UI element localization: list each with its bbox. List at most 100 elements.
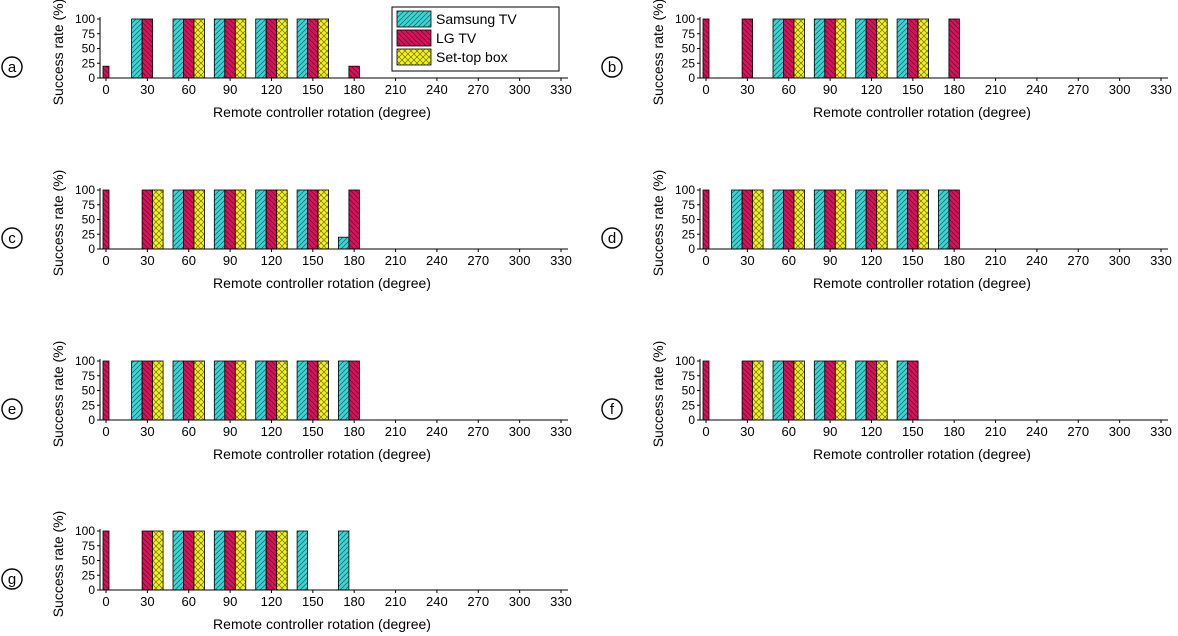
x-tick-label-330: 330 <box>550 424 572 439</box>
x-tick-label-180: 180 <box>943 82 965 97</box>
x-tick-label-30: 30 <box>140 253 154 268</box>
x-tick-label-180: 180 <box>943 253 965 268</box>
x-axis-title: Remote controller rotation (degree) <box>813 104 1031 120</box>
x-axis-title: Remote controller rotation (degree) <box>213 616 431 632</box>
bar-settop-150 <box>917 18 929 79</box>
x-tick-label-0: 0 <box>102 253 109 268</box>
bar-settop-30 <box>152 530 164 591</box>
y-tick-label-100: 100 <box>75 12 95 26</box>
x-tick-label-150: 150 <box>902 82 924 97</box>
bar-samsung-120 <box>855 189 867 250</box>
bar-samsung-120 <box>855 360 867 421</box>
x-tick-label-270: 270 <box>467 594 489 609</box>
y-axis-title: Success rate (%) <box>50 341 66 448</box>
x-tick-label-330: 330 <box>1150 424 1172 439</box>
bar-settop-90 <box>234 18 247 79</box>
bar-settop-60 <box>793 18 805 79</box>
x-tick-label-240: 240 <box>426 424 448 439</box>
x-tick-label-120: 120 <box>261 424 283 439</box>
y-tick-label-0: 0 <box>688 413 695 427</box>
x-tick-label-0: 0 <box>702 82 709 97</box>
bar-lg-150 <box>307 18 319 79</box>
bar-samsung-60 <box>772 360 784 421</box>
panel-marker-label: f <box>610 401 615 418</box>
x-tick-label-270: 270 <box>467 424 489 439</box>
bar-samsung-90 <box>813 18 826 79</box>
bar-samsung-180 <box>938 189 950 250</box>
bar-settop-150 <box>917 189 929 250</box>
bar-settop-60 <box>793 360 805 421</box>
bar-lg-120 <box>265 189 278 250</box>
bar-settop-60 <box>193 18 205 79</box>
panel-marker-label: e <box>8 401 16 418</box>
bar-settop-150 <box>317 189 330 250</box>
bar-lg-0 <box>102 65 110 79</box>
x-tick-label-180: 180 <box>343 253 365 268</box>
y-tick-label-0: 0 <box>688 71 695 85</box>
x-tick-label-210: 210 <box>385 253 407 268</box>
bar-samsung-90 <box>213 360 226 421</box>
x-tick-label-180: 180 <box>943 424 965 439</box>
x-tick-label-270: 270 <box>1067 424 1089 439</box>
x-tick-label-0: 0 <box>102 594 109 609</box>
x-tick-label-150: 150 <box>302 253 324 268</box>
panel-marker-circle <box>601 56 623 78</box>
bar-lg-90 <box>224 18 236 79</box>
y-tick-label-75: 75 <box>82 198 96 212</box>
x-tick-label-300: 300 <box>1109 82 1131 97</box>
bar-lg-60 <box>183 360 195 421</box>
x-tick-label-90: 90 <box>223 424 237 439</box>
bar-samsung-180 <box>337 360 350 421</box>
bar-samsung-120 <box>855 18 867 79</box>
y-tick-label-75: 75 <box>682 369 696 383</box>
x-tick-label-90: 90 <box>823 253 837 268</box>
y-tick-label-50: 50 <box>682 213 696 227</box>
bar-samsung-30 <box>131 18 143 79</box>
bar-settop-150 <box>317 18 330 79</box>
y-tick-label-25: 25 <box>682 56 696 70</box>
x-tick-label-120: 120 <box>261 594 283 609</box>
x-tick-label-210: 210 <box>385 424 407 439</box>
x-tick-label-30: 30 <box>140 424 154 439</box>
bar-settop-30 <box>752 360 764 421</box>
x-tick-label-210: 210 <box>985 424 1007 439</box>
x-tick-label-0: 0 <box>702 424 709 439</box>
bar-samsung-150 <box>896 189 908 250</box>
panel-marker-label: c <box>8 230 16 247</box>
bar-lg-30 <box>141 18 154 79</box>
x-tick-label-90: 90 <box>823 82 837 97</box>
bar-samsung-150 <box>296 18 309 79</box>
bar-settop-120 <box>276 360 288 421</box>
bar-settop-90 <box>234 189 247 250</box>
x-tick-label-150: 150 <box>902 253 924 268</box>
bar-settop-90 <box>834 189 847 250</box>
y-tick-label-25: 25 <box>682 398 696 412</box>
bar-samsung-60 <box>172 360 184 421</box>
y-tick-label-25: 25 <box>82 227 96 241</box>
bar-lg-30 <box>741 18 753 79</box>
x-axis-title: Remote controller rotation (degree) <box>213 275 431 291</box>
bar-lg-120 <box>865 189 878 250</box>
bar-lg-90 <box>824 360 836 421</box>
x-tick-label-300: 300 <box>1109 424 1131 439</box>
x-tick-label-120: 120 <box>861 253 883 268</box>
bar-settop-120 <box>876 360 888 421</box>
bar-samsung-60 <box>772 189 784 250</box>
bar-lg-180 <box>948 18 960 79</box>
bar-lg-180 <box>348 65 360 79</box>
panel-marker-label: d <box>608 230 616 247</box>
x-tick-label-120: 120 <box>861 424 883 439</box>
x-tick-label-240: 240 <box>426 253 448 268</box>
x-tick-label-30: 30 <box>140 594 154 609</box>
panel-marker-circle <box>601 398 623 420</box>
bar-settop-120 <box>276 189 288 250</box>
x-tick-label-210: 210 <box>385 82 407 97</box>
bar-lg-120 <box>265 360 278 421</box>
x-tick-label-90: 90 <box>823 424 837 439</box>
x-tick-label-240: 240 <box>1026 253 1048 268</box>
x-tick-label-150: 150 <box>302 594 324 609</box>
x-tick-label-330: 330 <box>1150 82 1172 97</box>
